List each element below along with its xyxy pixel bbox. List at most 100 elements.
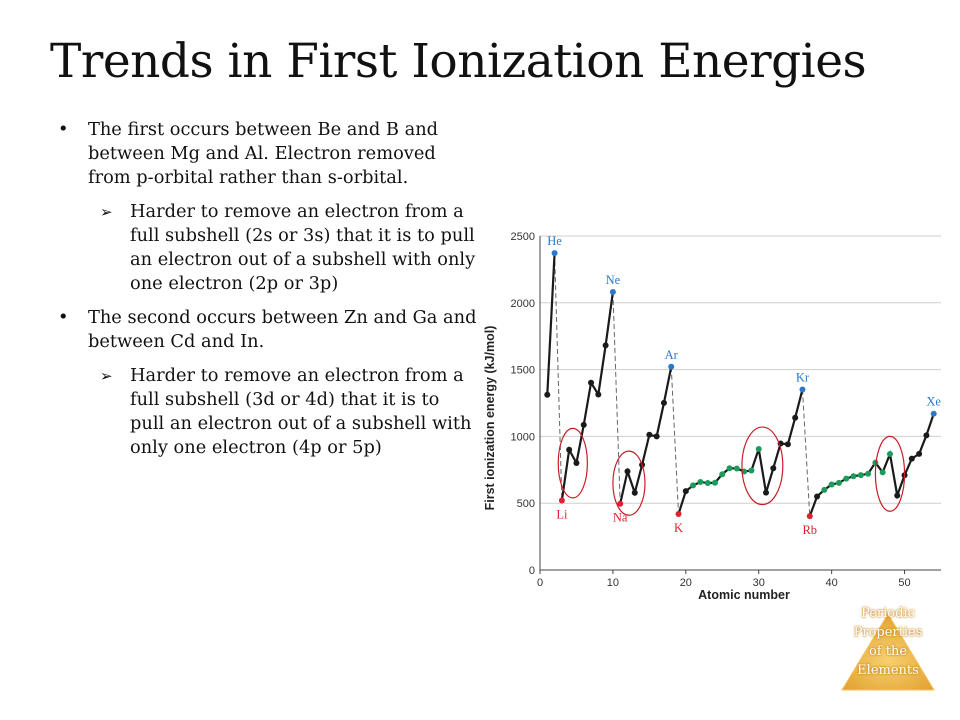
alkali-metal-point <box>806 513 813 520</box>
data-point <box>763 489 770 496</box>
bullet-2-text: The second occurs between Zn and Ga and … <box>88 307 477 352</box>
arrow-bullet-icon: ➢ <box>100 203 113 221</box>
transition-metal-point <box>865 470 872 477</box>
x-tick-label: 30 <box>753 577 765 589</box>
noble-gas-point <box>930 410 937 417</box>
noble-gas-point <box>551 250 558 257</box>
bullet-dot: • <box>58 119 69 140</box>
noble-gas-point <box>609 288 616 295</box>
x-tick-label: 20 <box>680 577 692 589</box>
slide-title: Trends in First Ionization Energies <box>50 34 867 89</box>
bullet-dot: • <box>58 307 69 328</box>
element-label-na: Na <box>613 511 628 525</box>
badge-label: Periodic Properties of the Elements <box>840 604 936 680</box>
element-label-k: K <box>674 521 683 535</box>
transition-metal-point <box>755 445 762 452</box>
data-point <box>770 465 777 472</box>
series-line <box>808 413 935 517</box>
data-point <box>792 414 799 421</box>
transition-metal-point <box>726 465 733 472</box>
element-label-ar: Ar <box>665 348 679 362</box>
noble-gas-point <box>668 363 675 370</box>
x-tick-label: 0 <box>537 577 543 589</box>
chart-svg: 0 500 1000 1500 2000 2500 0 10 20 30 40 50 He Ne Ar Kr… <box>483 231 941 602</box>
y-tick-label: 2500 <box>511 231 535 243</box>
annotation-circle <box>557 427 588 499</box>
transition-metal-point <box>697 478 704 485</box>
element-label-li: Li <box>556 508 568 522</box>
alkali-metal-point <box>675 511 682 518</box>
data-point <box>894 492 901 499</box>
ionization-energy-chart: 0 500 1000 1500 2000 2500 0 10 20 30 40 50 He Ne Ar Kr… <box>480 222 950 607</box>
y-tick-label: 500 <box>517 498 535 510</box>
data-point <box>624 468 631 475</box>
sub-bullet-1-text: Harder to remove an electron from a full… <box>130 201 476 294</box>
period-drop-line <box>612 291 621 504</box>
data-point <box>544 391 551 398</box>
data-point <box>784 441 791 448</box>
transition-metal-point <box>857 472 864 479</box>
data-point <box>646 431 653 438</box>
badge-line-2: Properties <box>853 625 923 640</box>
transition-metal-point <box>843 475 850 482</box>
transition-metal-point <box>690 482 697 489</box>
data-point <box>916 450 923 457</box>
transition-metal-point <box>704 480 711 487</box>
y-tick-label: 1500 <box>511 365 535 377</box>
annotation-circle <box>612 450 646 516</box>
periodic-properties-badge <box>841 613 935 691</box>
badge-line-3: of the <box>868 644 908 659</box>
data-point <box>923 432 930 439</box>
data-point <box>631 489 638 496</box>
transition-metal-point <box>872 459 879 466</box>
data-point <box>660 399 667 406</box>
badge-line-1: Periodic <box>861 606 915 621</box>
transition-metal-point <box>850 473 857 480</box>
transition-metal-point <box>719 471 726 478</box>
transition-metal-point <box>748 467 755 474</box>
data-point <box>682 488 689 495</box>
alkali-metal-point <box>617 500 624 507</box>
transition-metal-point <box>828 481 835 488</box>
data-point <box>653 433 660 440</box>
data-point <box>588 379 595 386</box>
bullet-list: • The first occurs between Be and B and … <box>58 118 478 470</box>
element-label-he: He <box>547 234 562 248</box>
sub-bullet-2: ➢ Harder to remove an electron from a fu… <box>58 364 478 460</box>
data-point <box>814 493 821 500</box>
triangle-icon <box>841 613 935 691</box>
data-point <box>573 459 580 466</box>
element-label-kr: Kr <box>796 371 810 385</box>
period-drop-line <box>801 389 811 517</box>
annotation-circle <box>874 435 906 512</box>
element-label-rb: Rb <box>802 523 817 537</box>
bullet-1: • The first occurs between Be and B and … <box>58 118 478 190</box>
noble-gas-point <box>799 386 806 393</box>
element-label-ne: Ne <box>606 273 621 287</box>
y-tick-label: 2000 <box>511 298 535 310</box>
series-line <box>546 253 556 395</box>
transition-metal-point <box>879 469 886 476</box>
y-tick-label: 1000 <box>511 431 535 443</box>
y-tick-label: 0 <box>529 565 535 577</box>
x-tick-label: 10 <box>607 577 619 589</box>
data-point <box>595 391 602 398</box>
period-drop-line <box>670 366 680 515</box>
sub-bullet-1: ➢ Harder to remove an electron from a fu… <box>58 200 478 296</box>
annotation-circle <box>741 426 784 506</box>
data-point <box>908 455 915 462</box>
transition-metal-point <box>835 479 842 486</box>
series-line <box>677 389 804 515</box>
arrow-bullet-icon: ➢ <box>100 367 113 385</box>
data-point <box>580 421 587 428</box>
period-drop-line <box>554 253 563 501</box>
transition-metal-point <box>733 465 740 472</box>
sub-bullet-2-text: Harder to remove an electron from a full… <box>130 365 472 458</box>
transition-metal-point <box>711 479 718 486</box>
transition-metal-point <box>886 451 893 458</box>
x-tick-label: 50 <box>898 577 910 589</box>
series-line <box>619 366 673 504</box>
element-label-xe: Xe <box>926 395 941 409</box>
badge-line-4: Elements <box>857 663 919 678</box>
x-axis-label: Atomic number <box>698 588 790 602</box>
